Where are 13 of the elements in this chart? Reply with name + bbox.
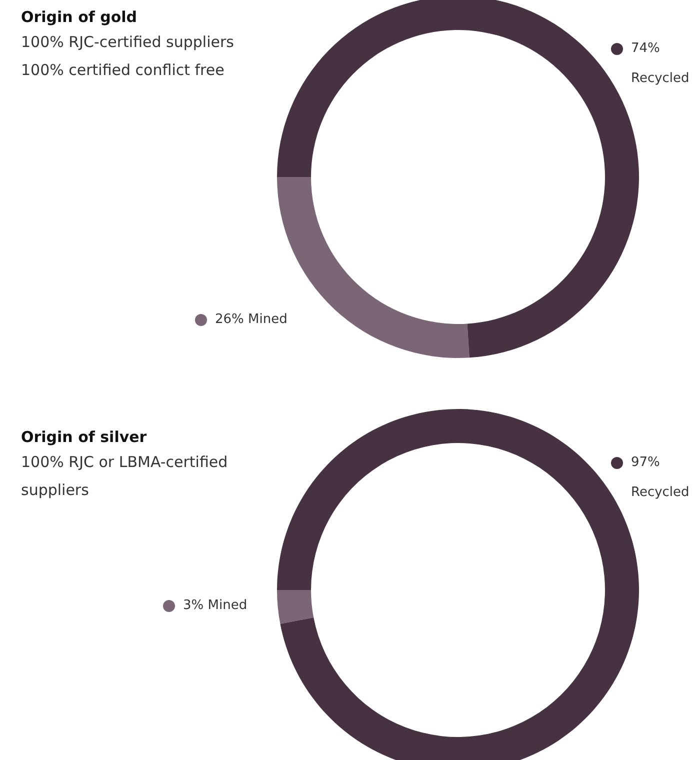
data-label: 3% <box>183 598 204 613</box>
slice-label: Mined <box>208 598 248 613</box>
slice-label: Mined <box>248 312 288 327</box>
text: Origin of gold <box>21 7 138 28</box>
data-label: 26% <box>215 312 244 327</box>
text: 100% RJC-certified suppliers <box>21 32 235 53</box>
text: 100% RJC or LBMA-certified suppliers <box>21 452 229 501</box>
data-label: 97% <box>631 454 661 472</box>
data-label: 74% <box>631 40 661 58</box>
text: 100% certified conflict free <box>21 60 226 81</box>
slice-label: Recycled <box>631 484 690 502</box>
slice-label: Recycled <box>631 70 690 88</box>
text: Origin of silver <box>21 427 148 448</box>
